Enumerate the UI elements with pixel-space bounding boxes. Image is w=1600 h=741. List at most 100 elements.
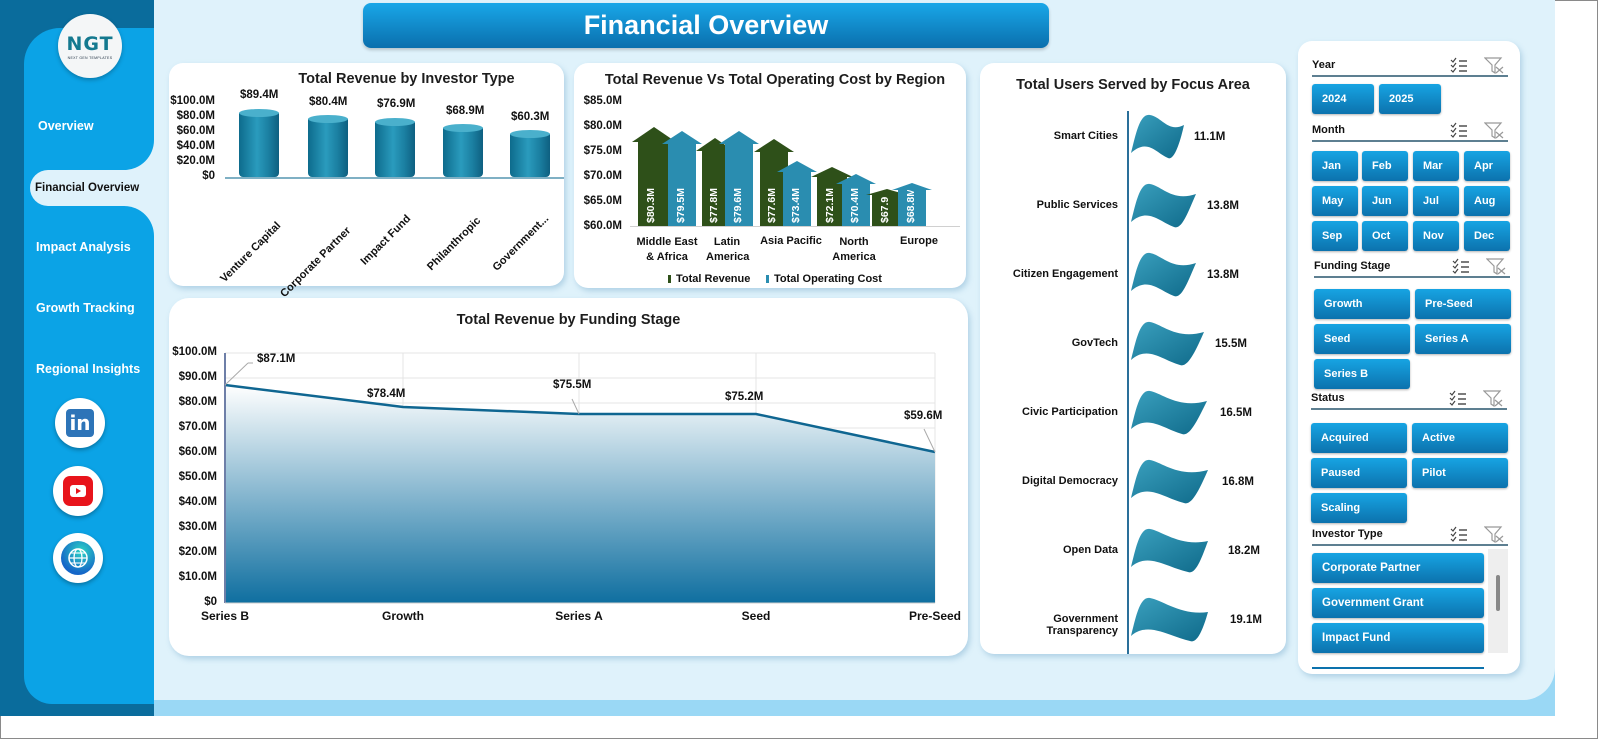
bar-label-box: $80.3M bbox=[640, 175, 668, 225]
x-axis-line bbox=[225, 177, 564, 179]
data-label: 15.5M bbox=[1215, 338, 1247, 350]
chart-revenue-vs-cost-by-region: Total Revenue Vs Total Operating Cost by… bbox=[574, 63, 966, 288]
linkedin-button[interactable]: in bbox=[55, 398, 105, 448]
sidebar-item-growth-tracking[interactable]: Growth Tracking bbox=[36, 301, 135, 315]
y-tick: $0 bbox=[202, 170, 215, 182]
category-label: Open Data bbox=[1062, 544, 1118, 556]
slicer-funding-series-b[interactable]: Series B bbox=[1314, 359, 1410, 389]
logo: NGT NEXT GEN TEMPLATES bbox=[58, 14, 122, 78]
slicer-status-pilot[interactable]: Pilot bbox=[1412, 458, 1508, 488]
chart-title: Total Revenue by Funding Stage bbox=[456, 312, 681, 328]
y-tick: $100.0M bbox=[170, 95, 215, 107]
multi-select-icon[interactable] bbox=[1450, 526, 1468, 542]
slicer-investor-type-header: Investor Type bbox=[1312, 524, 1508, 546]
flag-bars bbox=[1131, 114, 1208, 642]
y-tick: $70.0M bbox=[583, 170, 622, 182]
category-label: Europe bbox=[900, 235, 938, 247]
slicer-status-paused[interactable]: Paused bbox=[1311, 458, 1407, 488]
category-label: Impact Fund bbox=[358, 212, 414, 268]
slicer-month-jun[interactable]: Jun bbox=[1362, 186, 1408, 216]
sidebar-item-overview[interactable]: Overview bbox=[38, 119, 94, 133]
youtube-icon bbox=[63, 476, 93, 506]
slicer-item-partial bbox=[1312, 667, 1484, 669]
slicer-month-jul[interactable]: Jul bbox=[1413, 186, 1459, 216]
slicer-label: Status bbox=[1311, 392, 1345, 404]
sidebar-item-impact-analysis[interactable]: Impact Analysis bbox=[36, 240, 131, 254]
slicer-month-oct[interactable]: Oct bbox=[1362, 221, 1408, 251]
category-label: Middle East & Africa bbox=[636, 236, 698, 263]
x-axis-line bbox=[630, 226, 960, 227]
y-tick: $40.0M bbox=[178, 496, 217, 508]
y-tick: $100.0M bbox=[172, 346, 217, 358]
slicer-month-apr[interactable]: Apr bbox=[1464, 151, 1510, 181]
clear-filter-icon[interactable] bbox=[1484, 57, 1504, 74]
y-tick: $50.0M bbox=[178, 471, 217, 483]
slicer-funding-pre-seed[interactable]: Pre-Seed bbox=[1415, 289, 1511, 319]
slicer-status-active[interactable]: Active bbox=[1412, 423, 1508, 453]
slicer-month-jan[interactable]: Jan bbox=[1312, 151, 1358, 181]
data-label: $76.9M bbox=[377, 98, 416, 110]
slicer-month-header: Month bbox=[1312, 120, 1508, 142]
multi-select-icon[interactable] bbox=[1450, 122, 1468, 138]
area-plot bbox=[224, 352, 936, 604]
category-label: GovTech bbox=[1071, 337, 1118, 349]
slicer-month-may[interactable]: May bbox=[1312, 186, 1358, 216]
legend-swatch-icon bbox=[668, 275, 671, 283]
category-label: Civic Participation bbox=[1022, 406, 1118, 418]
y-tick: $80.0M bbox=[178, 396, 217, 408]
y-tick: $65.0M bbox=[583, 195, 622, 207]
chart-revenue-by-funding-stage: Total Revenue by Funding Stage $100.0M $… bbox=[169, 298, 968, 656]
legend-swatch-icon bbox=[766, 275, 769, 283]
clear-filter-icon[interactable] bbox=[1483, 390, 1503, 407]
slicer-funding-seed[interactable]: Seed bbox=[1314, 324, 1410, 354]
slicer-status-scaling[interactable]: Scaling bbox=[1311, 493, 1407, 523]
chart-revenue-by-investor-type: Total Revenue by Investor Type $100.0M $… bbox=[169, 63, 564, 300]
multi-select-icon[interactable] bbox=[1450, 57, 1468, 73]
data-label: $79.5M bbox=[675, 187, 687, 223]
slicer-month-aug[interactable]: Aug bbox=[1464, 186, 1510, 216]
youtube-button[interactable] bbox=[53, 466, 103, 516]
category-label: Pre-Seed bbox=[908, 609, 962, 623]
clear-filter-icon[interactable] bbox=[1484, 122, 1504, 139]
slicer-funding-series-a[interactable]: Series A bbox=[1415, 324, 1511, 354]
slicer-year-2024[interactable]: 2024 bbox=[1312, 84, 1374, 114]
slicer-investor-government-grant[interactable]: Government Grant bbox=[1312, 588, 1484, 618]
slicer-investor-corporate-partner[interactable]: Corporate Partner bbox=[1312, 553, 1484, 583]
clear-filter-icon[interactable] bbox=[1486, 258, 1506, 275]
category-label: Latin America bbox=[706, 236, 750, 263]
sidebar-item-financial-overview[interactable]: Financial Overview bbox=[30, 170, 154, 206]
category-label: Citizen Engagement bbox=[1012, 268, 1118, 280]
clear-filter-icon[interactable] bbox=[1484, 526, 1504, 543]
category-label: Smart Cities bbox=[1053, 130, 1118, 142]
slicer-month-sep[interactable]: Sep bbox=[1312, 221, 1358, 251]
data-label: $60.3M bbox=[511, 111, 550, 123]
data-label: $75.5M bbox=[553, 379, 592, 391]
website-button[interactable] bbox=[53, 533, 103, 583]
slicer-scrollbar-thumb[interactable] bbox=[1496, 575, 1500, 611]
sidebar-curve bbox=[124, 206, 154, 236]
data-label: $59.6M bbox=[904, 410, 943, 422]
slicer-month-nov[interactable]: Nov bbox=[1413, 221, 1459, 251]
category-label: Philanthropic bbox=[425, 214, 484, 273]
data-label: $80.4M bbox=[309, 96, 348, 108]
logo-subtext: NEXT GEN TEMPLATES bbox=[67, 55, 113, 60]
slicer-status-acquired[interactable]: Acquired bbox=[1311, 423, 1407, 453]
data-label: $68.8M bbox=[905, 190, 917, 223]
slicer-month-dec[interactable]: Dec bbox=[1464, 221, 1510, 251]
y-tick: $75.0M bbox=[583, 145, 622, 157]
bar bbox=[510, 130, 550, 177]
multi-select-icon[interactable] bbox=[1452, 258, 1470, 274]
slicer-month-mar[interactable]: Mar bbox=[1413, 151, 1459, 181]
slicer-funding-stage-header: Funding Stage bbox=[1314, 256, 1510, 278]
category-label: North America bbox=[832, 236, 876, 263]
slicer-investor-impact-fund[interactable]: Impact Fund bbox=[1312, 623, 1484, 653]
data-label: 13.8M bbox=[1207, 269, 1239, 281]
multi-select-icon[interactable] bbox=[1449, 390, 1467, 406]
y-tick: $80.0M bbox=[583, 120, 622, 132]
slicer-funding-growth[interactable]: Growth bbox=[1314, 289, 1410, 319]
sidebar-item-regional-insights[interactable]: Regional Insights bbox=[36, 362, 141, 376]
slicer-year-header: Year bbox=[1312, 55, 1508, 77]
slicer-month-feb[interactable]: Feb bbox=[1362, 151, 1408, 181]
arrow-bars bbox=[632, 127, 932, 226]
slicer-year-2025[interactable]: 2025 bbox=[1379, 84, 1441, 114]
